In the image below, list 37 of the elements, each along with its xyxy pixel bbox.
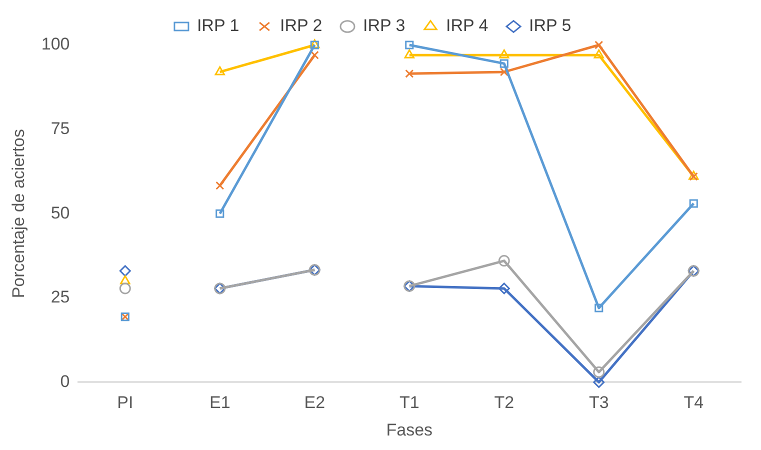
x-tick-label: T1 [399,393,420,412]
point [594,49,604,58]
point [499,49,510,58]
x-tick-label: T3 [588,393,609,412]
legend-label: IRP 3 [362,16,406,36]
point [404,49,414,58]
legend-label: IRP 5 [529,16,572,36]
point [119,282,131,294]
legend-label: IRP 4 [446,16,488,36]
x-tick-label: E1 [209,393,230,412]
y-tick-label: 25 [50,288,70,307]
point [405,40,414,50]
point [594,304,604,312]
point [119,265,131,277]
point [216,181,224,190]
y-tick-label: 100 [41,34,70,54]
point [310,50,319,60]
x-tick-label: T2 [494,393,514,412]
x-axis-title: Fases [386,420,433,440]
legend-label: IRP 2 [280,16,322,36]
point [689,199,698,208]
x-tick-label: PI [117,393,134,412]
y-tick-label: 0 [60,372,70,391]
point [594,40,604,50]
point [500,59,508,68]
y-tick-label: 75 [50,118,70,138]
x-tick-label: T4 [684,393,704,412]
point [498,282,510,294]
point [500,68,508,76]
x-tick-label: E2 [304,393,326,412]
point [405,69,414,78]
point [120,275,130,284]
y-axis-title: Porcentaje de aciertos [8,129,28,298]
point [593,376,605,388]
point [216,209,224,218]
legend-label: IRP 1 [196,16,240,36]
y-tick-label: 50 [50,203,70,222]
